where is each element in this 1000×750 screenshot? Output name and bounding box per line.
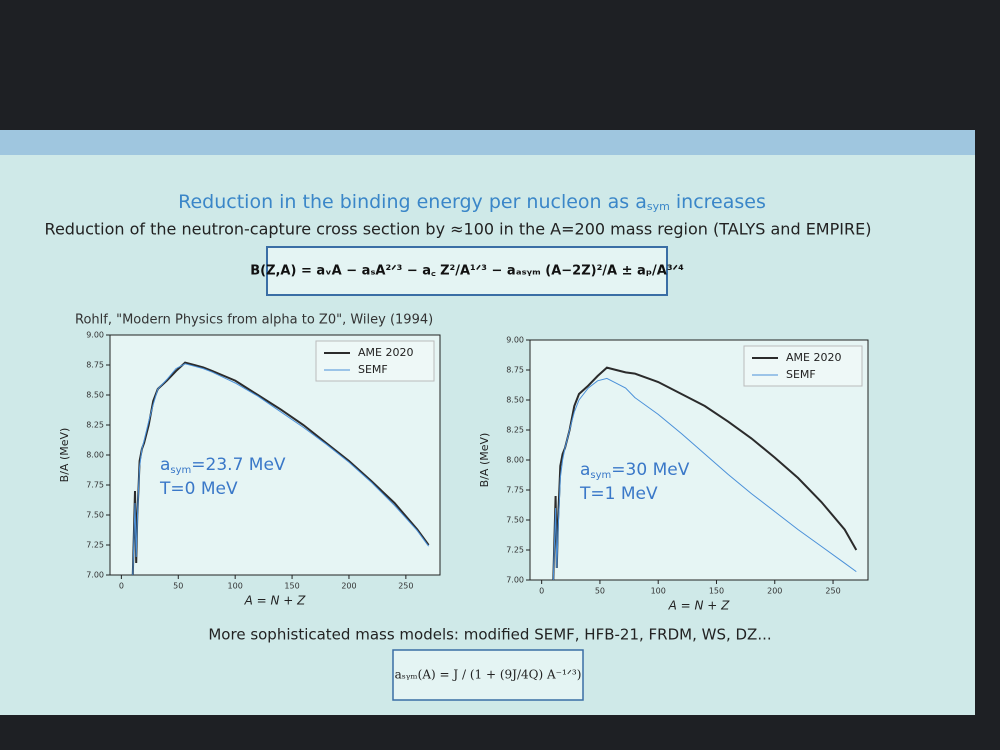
formula: B(Z,A) = aᵥA − aₛA²ᐟ³ − a꜀ Z²/A¹ᐟ³ − aₐₛ… bbox=[250, 264, 684, 279]
footer: More sophisticated mass models: modified… bbox=[208, 626, 771, 644]
x-tick-label: 250 bbox=[825, 587, 840, 596]
y-tick-label: 7.75 bbox=[506, 486, 524, 495]
title-text: Reduction in the binding energy per nucl… bbox=[178, 191, 647, 213]
x-tick-label: 150 bbox=[709, 587, 724, 596]
legend-label: AME 2020 bbox=[786, 351, 841, 364]
y-tick-label: 7.50 bbox=[506, 516, 524, 525]
annotation-line2: T=0 MeV bbox=[159, 479, 238, 499]
citation: Rohlf, "Modern Physics from alpha to Z0"… bbox=[75, 313, 433, 328]
slide-subtitle: Reduction of the neutron-capture cross s… bbox=[45, 220, 872, 239]
y-tick-label: 9.00 bbox=[506, 336, 524, 345]
y-tick-label: 7.00 bbox=[506, 576, 524, 585]
y-tick-label: 7.00 bbox=[86, 571, 104, 580]
footer-formula-box bbox=[392, 649, 584, 701]
y-tick-label: 8.75 bbox=[506, 366, 524, 375]
x-tick-label: 0 bbox=[539, 587, 544, 596]
x-tick-label: 200 bbox=[767, 587, 782, 596]
x-tick-label: 250 bbox=[398, 582, 413, 591]
slide-title: Reduction in the binding energy per nucl… bbox=[178, 191, 766, 214]
series-line bbox=[132, 363, 430, 576]
series-line bbox=[552, 377, 857, 581]
legend-label: SEMF bbox=[358, 363, 388, 376]
y-tick-label: 7.25 bbox=[506, 546, 524, 555]
annotation-subscript: sym bbox=[590, 470, 611, 481]
y-tick-label: 8.00 bbox=[86, 451, 104, 460]
slide-banner bbox=[0, 130, 975, 155]
y-tick-label: 8.75 bbox=[86, 361, 104, 370]
y-tick-label: 8.25 bbox=[86, 421, 104, 430]
x-tick-label: 150 bbox=[284, 582, 299, 591]
title-subscript: sym bbox=[647, 200, 670, 213]
annotation-symbol: a bbox=[160, 455, 170, 475]
title-tail: increases bbox=[670, 191, 766, 213]
y-tick-label: 8.25 bbox=[506, 426, 524, 435]
x-tick-label: 50 bbox=[173, 582, 183, 591]
annotation-value: =30 MeV bbox=[611, 460, 689, 480]
legend-label: AME 2020 bbox=[358, 346, 413, 359]
annotation-line2: T=1 MeV bbox=[579, 484, 658, 504]
legend bbox=[315, 340, 435, 382]
x-tick-label: 0 bbox=[119, 582, 124, 591]
y-axis-label: B/A (MeV) bbox=[478, 433, 491, 488]
legend bbox=[743, 345, 863, 387]
y-tick-label: 7.25 bbox=[86, 541, 104, 550]
x-tick-label: 100 bbox=[228, 582, 243, 591]
y-tick-label: 8.50 bbox=[86, 391, 104, 400]
x-tick-label: 100 bbox=[651, 587, 666, 596]
y-tick-label: 7.75 bbox=[86, 481, 104, 490]
y-tick-label: 8.00 bbox=[506, 456, 524, 465]
x-tick-label: 50 bbox=[595, 587, 605, 596]
y-tick-label: 7.50 bbox=[86, 511, 104, 520]
annotation-value: =23.7 MeV bbox=[191, 455, 286, 475]
annotation-subscript: sym bbox=[170, 465, 191, 476]
y-tick-label: 9.00 bbox=[86, 331, 104, 340]
x-axis-label: A = N + Z bbox=[668, 599, 731, 613]
annotation-symbol: a bbox=[580, 460, 590, 480]
x-axis-label: A = N + Z bbox=[244, 594, 307, 608]
x-tick-label: 200 bbox=[341, 582, 356, 591]
annotation: asym=30 MeV bbox=[580, 460, 690, 481]
footer-formula: aₛᵧₘ(A) = J / (1 + (9J/4Q) A⁻¹ᐟ³) bbox=[395, 668, 582, 682]
formula-box bbox=[266, 246, 668, 296]
y-axis-label: B/A (MeV) bbox=[58, 428, 71, 483]
annotation: asym=23.7 MeV bbox=[160, 455, 286, 476]
legend-label: SEMF bbox=[786, 368, 816, 381]
y-tick-label: 8.50 bbox=[506, 396, 524, 405]
